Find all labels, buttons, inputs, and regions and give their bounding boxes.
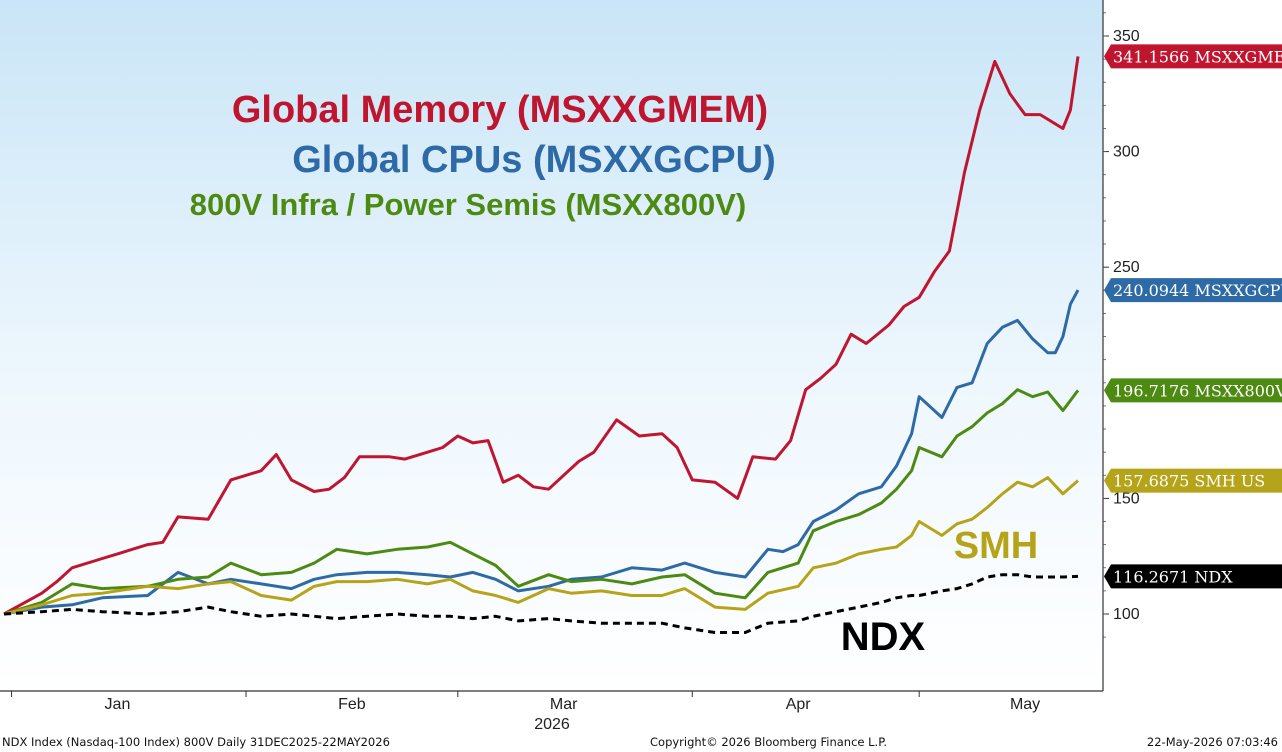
- value-tag-label: 240.0944 MSXXGCPU: [1113, 281, 1282, 300]
- y-tick-label: 300: [1113, 144, 1140, 161]
- y-axis: 100 150 250 300 350: [1102, 0, 1140, 691]
- value-tag-msxxgcpu: 240.0944 MSXXGCPU: [1104, 278, 1282, 303]
- chart-titles: Global Memory (MSXXGMEM) Global CPUs (MSX…: [190, 89, 776, 222]
- footer-source: NDX Index (Nasdaq-100 Index) 800V Daily …: [2, 735, 390, 749]
- chart-annotations: SMH NDX: [841, 525, 1038, 659]
- chart-title: 800V Infra / Power Semis (MSXX800V): [190, 187, 747, 222]
- x-tick-label: May: [1010, 696, 1040, 713]
- chart-title: Global CPUs (MSXXGCPU): [292, 139, 776, 181]
- y-tick-label: 250: [1113, 259, 1140, 276]
- y-tick-label: 350: [1113, 28, 1140, 45]
- value-tag-msxxgmem: 341.1566 MSXXGMEM: [1104, 44, 1282, 69]
- x-year-label: 2026: [534, 716, 570, 733]
- footer-copyright: Copyright© 2026 Bloomberg Finance L.P.: [650, 735, 887, 749]
- value-tag-background: [1104, 564, 1282, 589]
- value-tag-msxx800v: 196.7176 MSXX800V: [1104, 378, 1282, 403]
- chart-title: Global Memory (MSXXGMEM): [232, 89, 768, 131]
- x-tick-label: Mar: [550, 696, 578, 713]
- y-tick-label: 150: [1113, 490, 1140, 507]
- value-tag-smh-us: 157.6875 SMH US: [1104, 468, 1282, 493]
- series-line-msxxgmem: [3, 56, 1080, 616]
- value-tag-label: 157.6875 SMH US: [1113, 472, 1265, 491]
- series-lines: [3, 56, 1080, 634]
- value-tag-ndx: 116.2671 NDX: [1104, 564, 1282, 589]
- value-tag-background: [1104, 44, 1282, 69]
- series-line-smh-us: [3, 476, 1079, 616]
- value-tag-label: 116.2671 NDX: [1113, 567, 1233, 586]
- value-tag-background: [1104, 468, 1282, 493]
- series-annotation: SMH: [954, 525, 1038, 567]
- series-annotation: NDX: [841, 615, 926, 659]
- value-tag-label: 196.7176 MSXX800V: [1113, 381, 1282, 400]
- y-tick-label: 100: [1113, 606, 1140, 623]
- x-tick-label: Jan: [105, 696, 131, 713]
- x-tick-label: Feb: [338, 696, 366, 713]
- x-axis: Jan Feb Mar Apr May 2026: [0, 690, 1103, 733]
- footer-timestamp: 22-May-2026 07:03:46: [1146, 735, 1278, 749]
- x-tick-label: Apr: [786, 696, 812, 713]
- series-line-msxx800v: [3, 388, 1080, 616]
- value-tag-background: [1104, 278, 1282, 303]
- last-value-tags: 341.1566 MSXXGMEM 240.0944 MSXXGCPU 196.71…: [1104, 44, 1282, 589]
- value-tag-background: [1104, 378, 1282, 403]
- value-tag-label: 341.1566 MSXXGMEM: [1113, 47, 1282, 66]
- series-line-ndx: [3, 573, 1079, 634]
- series-line-msxxgcpu: [3, 289, 1080, 616]
